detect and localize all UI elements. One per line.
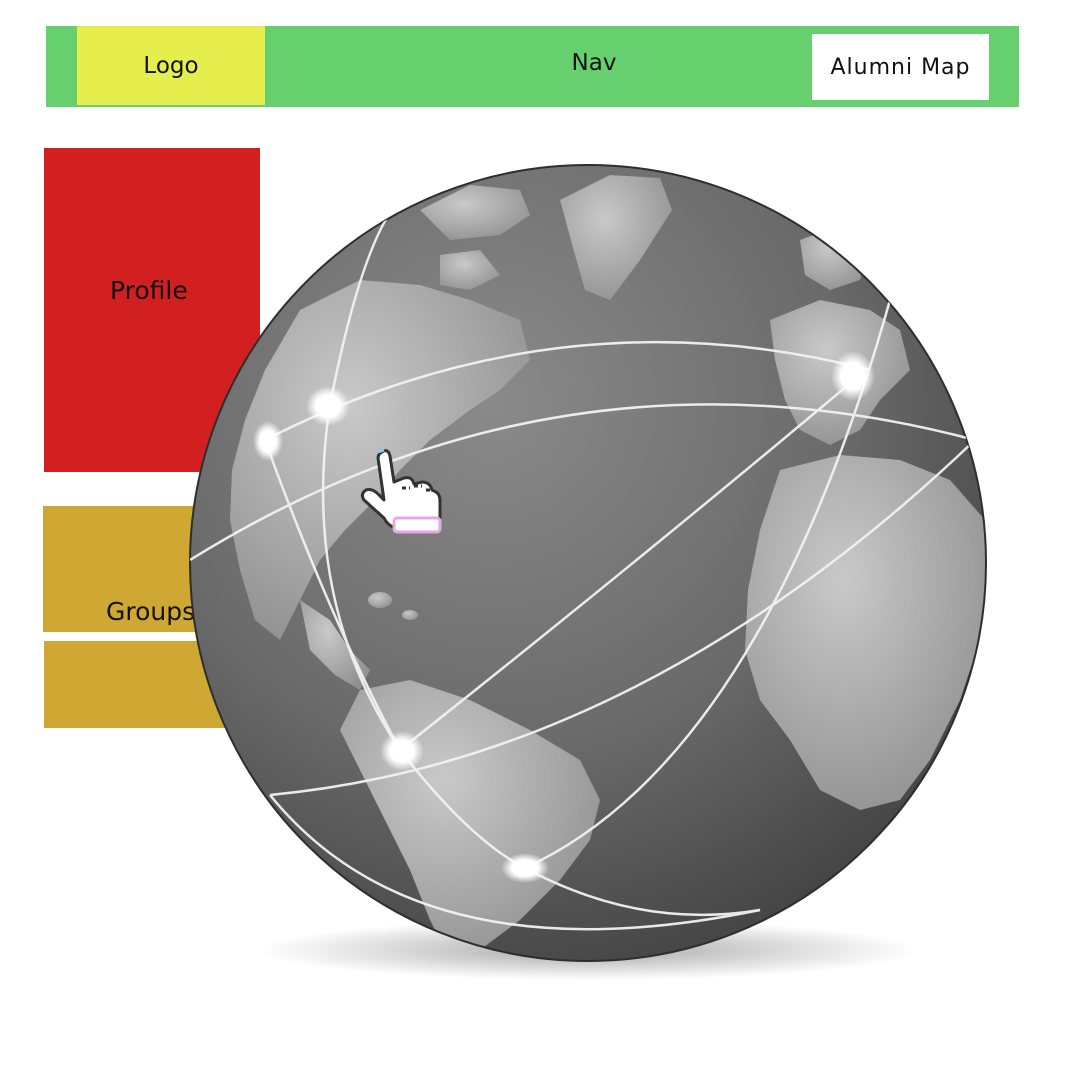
groups-divider	[40, 632, 245, 639]
alumni-map-label: Alumni Map	[830, 54, 971, 80]
groups-label: Groups	[106, 597, 196, 626]
node-us-midwest[interactable]	[253, 421, 283, 461]
logo[interactable]: Logo	[77, 26, 265, 105]
node-central-south-america[interactable]	[380, 731, 424, 771]
pointing-hand-cursor-icon	[360, 448, 442, 534]
node-europe[interactable]	[831, 351, 875, 401]
nav-label: Nav	[571, 50, 617, 76]
node-northeast-us[interactable]	[306, 386, 350, 426]
globe-rim	[189, 164, 987, 962]
connection-nodes	[253, 351, 875, 883]
logo-label: Logo	[143, 52, 199, 79]
node-south-america[interactable]	[501, 853, 549, 883]
profile-label: Profile	[110, 276, 188, 305]
alumni-map-button[interactable]: Alumni Map	[812, 34, 989, 100]
